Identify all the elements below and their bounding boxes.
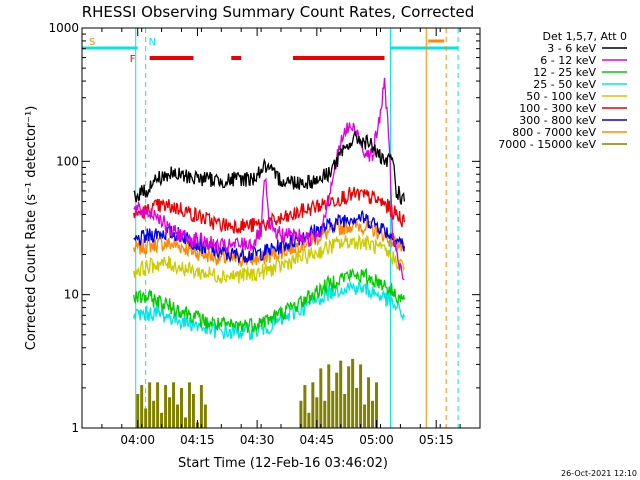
x-tick-label: 04:45 — [300, 433, 335, 447]
series-line-100-300 — [133, 186, 406, 234]
series-line-3-6 — [133, 131, 406, 205]
y-tick-label: 10 — [64, 288, 79, 302]
legend-header: Det 1,5,7, Att 0 — [543, 30, 627, 43]
x-tick-label: 05:00 — [359, 433, 394, 447]
legend-entry-label: 6 - 12 keV — [540, 54, 596, 67]
series-line-800-7000 — [133, 218, 406, 269]
x-tick-label: 04:15 — [180, 433, 215, 447]
legend-entry-label: 800 - 7000 keV — [512, 126, 596, 139]
legend-entry-label: 7000 - 15000 keV — [498, 138, 596, 151]
legend-entry-label: 50 - 100 keV — [526, 90, 596, 103]
timestamp-footer: 26-Oct-2021 12:10 — [561, 469, 637, 478]
mode-marker-f: F — [130, 54, 136, 65]
x-tick-label: 05:15 — [419, 433, 454, 447]
mode-marker-n: N — [149, 37, 156, 48]
y-tick-label: 1000 — [48, 21, 79, 35]
chart-title: RHESSI Observing Summary Count Rates, Co… — [82, 3, 475, 21]
legend-entry-label: 12 - 25 keV — [533, 66, 596, 79]
x-axis-label: Start Time (12-Feb-16 03:46:02) — [178, 456, 388, 471]
series-line-12-25 — [133, 267, 406, 334]
series-line-50-100 — [133, 233, 405, 284]
y-tick-label: 1 — [71, 421, 79, 435]
legend-entry-label: 25 - 50 keV — [533, 78, 596, 91]
legend-entry-label: 100 - 300 keV — [519, 102, 596, 115]
y-tick-label: 100 — [56, 154, 79, 168]
series-line-25-50 — [133, 280, 406, 341]
x-tick-label: 04:30 — [240, 433, 275, 447]
plot-area: S F N 1 10 100 1000 04:00 04:15 04:30 04:45 05:00 05… — [48, 21, 481, 447]
mode-marker-s: S — [89, 37, 95, 48]
x-tick-label: 04:00 — [120, 433, 155, 447]
y-axis-label: Corrected Count Rate (s⁻¹ detector⁻¹) — [24, 106, 39, 351]
legend-entry-label: 300 - 800 keV — [519, 114, 596, 127]
plot-frame — [81, 27, 481, 429]
legend-entry-label: 3 - 6 keV — [547, 42, 596, 55]
